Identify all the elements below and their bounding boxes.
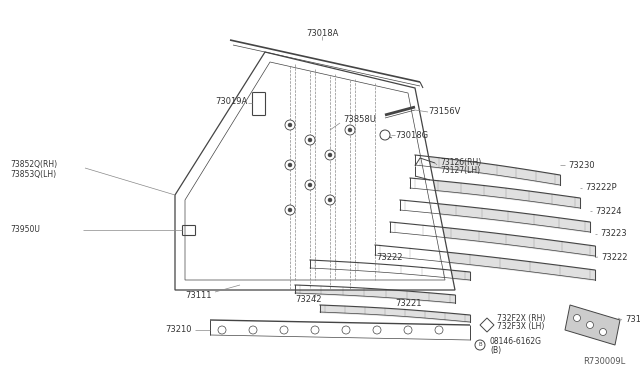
Circle shape xyxy=(325,195,335,205)
Text: 73111: 73111 xyxy=(185,291,211,299)
Text: 73018G: 73018G xyxy=(395,131,428,140)
Circle shape xyxy=(311,326,319,334)
Circle shape xyxy=(288,208,292,212)
Circle shape xyxy=(325,150,335,160)
Text: R730009L: R730009L xyxy=(583,357,625,366)
Text: 08146-6162G: 08146-6162G xyxy=(490,337,542,346)
Text: 73127(LH): 73127(LH) xyxy=(440,167,480,176)
Circle shape xyxy=(345,125,355,135)
Circle shape xyxy=(373,326,381,334)
Circle shape xyxy=(342,326,350,334)
Text: 73018A: 73018A xyxy=(306,29,338,38)
Text: 73223: 73223 xyxy=(600,230,627,238)
Text: 73224: 73224 xyxy=(595,206,621,215)
Circle shape xyxy=(305,135,315,145)
Circle shape xyxy=(280,326,288,334)
Text: 73156V: 73156V xyxy=(428,108,460,116)
Circle shape xyxy=(328,198,332,202)
Circle shape xyxy=(218,326,226,334)
Circle shape xyxy=(435,326,443,334)
Polygon shape xyxy=(175,52,455,290)
Circle shape xyxy=(288,163,292,167)
Text: 73853Q(LH): 73853Q(LH) xyxy=(10,170,56,179)
Circle shape xyxy=(308,138,312,142)
Circle shape xyxy=(308,183,312,187)
Circle shape xyxy=(573,314,580,321)
Polygon shape xyxy=(565,305,620,345)
Circle shape xyxy=(586,321,593,328)
Circle shape xyxy=(305,180,315,190)
Circle shape xyxy=(600,328,607,336)
Text: (B): (B) xyxy=(490,346,501,356)
Circle shape xyxy=(285,205,295,215)
Circle shape xyxy=(285,160,295,170)
Text: 73210: 73210 xyxy=(166,326,192,334)
Circle shape xyxy=(348,128,352,132)
Text: 73852Q(RH): 73852Q(RH) xyxy=(10,160,57,170)
Circle shape xyxy=(404,326,412,334)
Text: 73130: 73130 xyxy=(625,315,640,324)
Text: 732F3X (LH): 732F3X (LH) xyxy=(497,323,545,331)
Circle shape xyxy=(380,130,390,140)
Polygon shape xyxy=(480,318,494,332)
Text: 73222: 73222 xyxy=(377,253,403,263)
Text: 73222P: 73222P xyxy=(585,183,616,192)
Text: 73242: 73242 xyxy=(295,295,321,305)
Text: 73221: 73221 xyxy=(395,298,422,308)
Text: 73222: 73222 xyxy=(601,253,627,262)
Circle shape xyxy=(285,120,295,130)
Circle shape xyxy=(249,326,257,334)
Text: 73126(RH): 73126(RH) xyxy=(440,157,481,167)
Text: 73950U: 73950U xyxy=(10,225,40,234)
Text: B: B xyxy=(478,343,482,347)
Circle shape xyxy=(475,340,485,350)
Text: 73230: 73230 xyxy=(568,160,595,170)
Text: 732F2X (RH): 732F2X (RH) xyxy=(497,314,545,323)
Circle shape xyxy=(288,123,292,127)
Text: 73858U: 73858U xyxy=(343,115,376,125)
Circle shape xyxy=(328,153,332,157)
Text: 73019A: 73019A xyxy=(215,97,247,106)
